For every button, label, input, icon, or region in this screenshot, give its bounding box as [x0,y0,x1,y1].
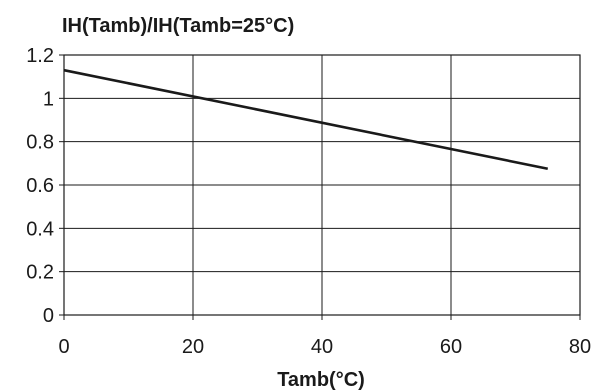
x-tick-label: 80 [569,336,591,358]
y-tick-label: 0.2 [26,262,54,284]
x-tick-label: 0 [58,336,69,358]
y-tick-label: 1 [43,88,54,110]
x-tick-label: 40 [311,336,333,358]
y-tick-label: 1.2 [26,45,54,67]
x-tick-labels: 0 20 40 60 80 [58,315,591,358]
series-line [63,68,549,171]
y-tick-label: 0.6 [26,175,54,197]
grid [63,54,581,316]
x-tick-label: 60 [440,336,462,358]
y-tick-label: 0.8 [26,132,54,154]
series-layer [63,68,549,171]
y-tick-labels: 0 0.2 0.4 0.6 0.8 1 1.2 [26,45,64,327]
y-axis-label: IH(Tamb)/IH(Tamb=25°C) [62,15,294,37]
y-tick-label: 0 [43,305,54,327]
y-tick-label: 0.4 [26,218,54,240]
x-tick-label: 20 [182,336,204,358]
x-axis-label: Tamb(°C) [277,369,365,391]
